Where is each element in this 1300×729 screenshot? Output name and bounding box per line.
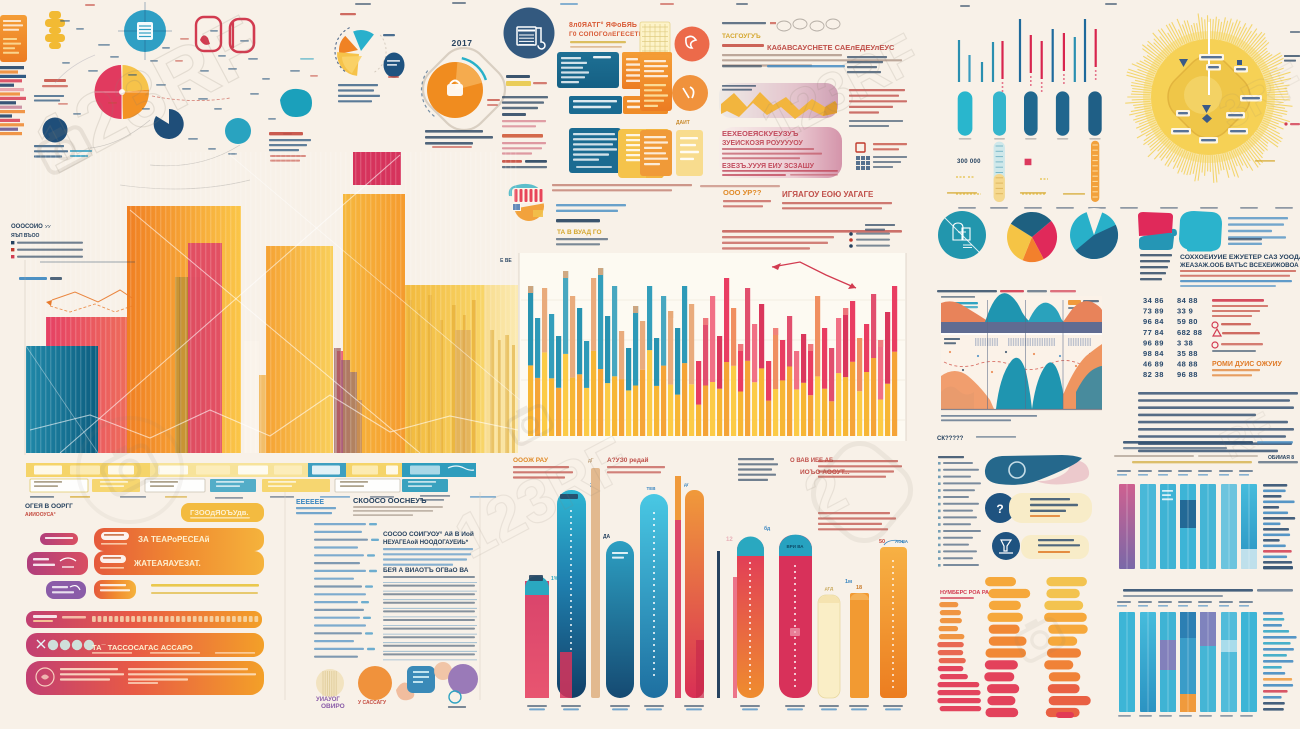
svg-text:О ВАВ ИЕЕ АБ: О ВАВ ИЕЕ АБ <box>790 458 834 464</box>
svg-text:СК?????: СК????? <box>937 436 964 442</box>
svg-text:ГЗООдЯОЪУдв.: ГЗООдЯОЪУдв. <box>190 508 249 517</box>
svg-text:8л0ЯАТГ° ЯФоБЯЬ: 8л0ЯАТГ° ЯФоБЯЬ <box>569 21 637 29</box>
svg-text:бд: бд <box>764 525 771 532</box>
svg-text:682 88: 682 88 <box>1177 328 1202 337</box>
svg-text:ЖЕАЗАЖ.ООБ ВАТЪС ВСЕХЕИЖОВОА: ЖЕАЗАЖ.ООБ ВАТЪС ВСЕХЕИЖОВОА <box>1179 262 1299 269</box>
svg-text:УИАУОГ: УИАУОГ <box>316 697 340 703</box>
svg-text:СКООСО ООСНЕУЪ: СКООСО ООСНЕУЪ <box>353 496 427 505</box>
svg-text:77 84: 77 84 <box>1143 328 1164 337</box>
svg-text:ТА¯ ТАССОСАГАС АССАРО: ТА¯ ТАССОСАГАС АССАРО <box>92 643 193 652</box>
svg-text:48 88: 48 88 <box>1177 360 1198 369</box>
svg-text:1%: 1% <box>551 576 559 582</box>
svg-text:ИОЪО АООУТ...: ИОЪО АООУТ... <box>800 469 850 476</box>
svg-text:59 80: 59 80 <box>1177 317 1198 326</box>
svg-text:2017: 2017 <box>452 38 473 48</box>
svg-text:ЕЕХЕОЕЯСКУЕУЗУЪ: ЕЕХЕОЕЯСКУЕУЗУЪ <box>722 129 799 138</box>
svg-text:ОГЕЯ В ООРГГ: ОГЕЯ В ООРГГ <box>25 503 73 510</box>
svg-text:Г0 СОПОГОлЕГЕСЕТГЕл: Г0 СОПОГОлЕГЕСЕТГЕл <box>569 31 651 38</box>
svg-text:У САССАГУ: У САССАГУ <box>358 700 387 706</box>
svg-text:ОБИИАЯ 8: ОБИИАЯ 8 <box>1268 455 1294 461</box>
svg-text:НЕУАГЕАой НООДОГАУЕИЬ*: НЕУАГЕАой НООДОГАУЕИЬ* <box>383 539 469 546</box>
svg-text:СОСОО СОИГУОУ° Ай В Иой: СОСОО СОИГУОУ° Ай В Иой <box>383 530 474 538</box>
svg-text:300 000: 300 000 <box>957 159 981 165</box>
svg-text:82 38: 82 38 <box>1143 370 1164 379</box>
svg-text:БЕЯ А ВИАОТЪ ОГВаО ВА: БЕЯ А ВИАОТЪ ОГВаО ВА <box>383 567 469 574</box>
svg-text:дг: дг <box>684 482 689 487</box>
svg-text:дГД: дГД <box>825 586 834 591</box>
svg-text:96 84: 96 84 <box>1143 317 1164 326</box>
svg-text:?: ? <box>996 502 1003 516</box>
svg-text:ИГЯАГОУ ЕОЮ УАГАГЕ: ИГЯАГОУ ЕОЮ УАГАГЕ <box>782 190 874 199</box>
svg-text:3 38: 3 38 <box>1177 338 1193 347</box>
svg-text:ЕЕЕЕЕЕ: ЕЕЕЕЕЕ <box>296 499 324 506</box>
svg-text:96 89: 96 89 <box>1143 338 1164 347</box>
svg-text:дГ: дГ <box>588 458 594 464</box>
svg-text:НУМБЕРС РОА РА: НУМБЕРС РОА РА <box>940 590 989 596</box>
svg-text:1м: 1м <box>845 579 852 585</box>
svg-text:ТАСГОУГУЪ: ТАСГОУГУЪ <box>722 33 761 40</box>
svg-text:46 89: 46 89 <box>1143 360 1164 369</box>
svg-text:РОМИ ДУИС ОЖУИУ: РОМИ ДУИС ОЖУИУ <box>1212 361 1283 368</box>
svg-text:33 9: 33 9 <box>1177 307 1193 316</box>
svg-text:18: 18 <box>856 585 862 591</box>
svg-text:35 88: 35 88 <box>1177 349 1198 358</box>
svg-text:ЕЗЕЗЪ.УУУЯ ЕИУ ЗСЗАШУ: ЕЗЕЗЪ.УУУЯ ЕИУ ЗСЗАШУ <box>722 163 815 170</box>
svg-text:ЯЪП ВЪОО: ЯЪП ВЪОО <box>11 233 40 239</box>
svg-text:ОООСОИО: ОООСОИО <box>11 224 43 230</box>
svg-text:ЗУЕИСКОЗЯ РОУУУУОУ: ЗУЕИСКОЗЯ РОУУУУОУ <box>722 140 803 147</box>
svg-text:ДА: ДА <box>603 534 611 540</box>
svg-text:12: 12 <box>726 537 733 543</box>
svg-text:98 84: 98 84 <box>1143 349 1164 358</box>
svg-text:ЗА ТЕАРоРЕСЕАй: ЗА ТЕАРоРЕСЕАй <box>138 535 210 544</box>
svg-text:ДАИТ: ДАИТ <box>676 120 690 126</box>
svg-text:КАбАВСАУСНЕТЕ САЕлЕДЕУлЕУС: КАбАВСАУСНЕТЕ САЕлЕДЕУлЕУС <box>767 43 895 52</box>
svg-text:ТА В ВУАД ГО: ТА В ВУАД ГО <box>557 229 602 236</box>
svg-text:34 86: 34 86 <box>1143 296 1164 305</box>
svg-text:84 88: 84 88 <box>1177 296 1198 305</box>
svg-text:ОООЖ РАУ: ОООЖ РАУ <box>513 457 549 464</box>
svg-text:УУ: УУ <box>45 224 51 229</box>
svg-text:ТЕВ: ТЕВ <box>647 486 657 491</box>
svg-text:96 88: 96 88 <box>1177 370 1198 379</box>
svg-text:ООО УР??: ООО УР?? <box>723 188 762 197</box>
svg-text:ОВИРО: ОВИРО <box>321 703 345 710</box>
svg-text:ЖАТЕАЯАУЕЗАТ.: ЖАТЕАЯАУЕЗАТ. <box>133 559 201 568</box>
svg-text:50: 50 <box>879 539 885 545</box>
svg-text:СОХХОЕИУИЕ ЕЖУЕТЕР САЗ УООДА: СОХХОЕИУИЕ ЕЖУЕТЕР САЗ УООДА <box>1180 254 1300 261</box>
svg-text:А?УЗ0 редай: А?УЗ0 редай <box>607 456 649 464</box>
svg-text:73 89: 73 89 <box>1143 307 1164 316</box>
svg-text:АИИООУСА°: АИИООУСА° <box>25 512 56 518</box>
svg-text:ВРИ ВА: ВРИ ВА <box>786 544 804 549</box>
